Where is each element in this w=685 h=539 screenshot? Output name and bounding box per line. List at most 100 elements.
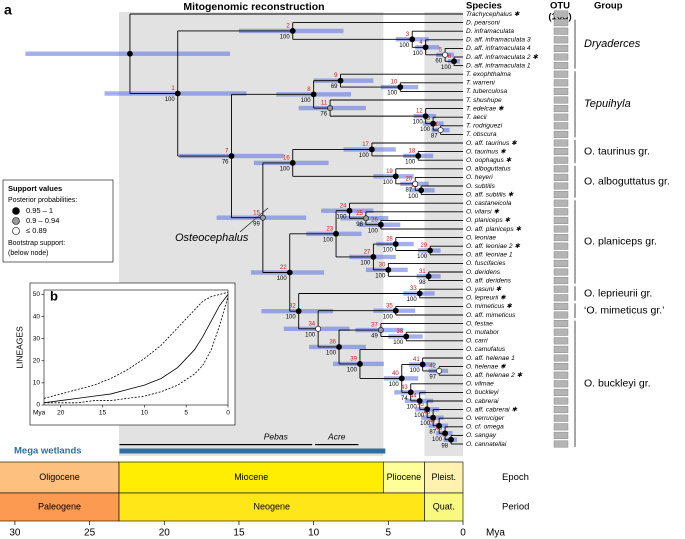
legend-subtitle: Bootstrap support: xyxy=(8,240,65,247)
node-number: 16 xyxy=(283,155,290,161)
species-name: O. deridens xyxy=(466,269,501,276)
node xyxy=(336,344,342,350)
ltt-line xyxy=(44,296,229,404)
node xyxy=(442,51,448,58)
x-tick-label: 20 xyxy=(159,528,171,539)
x-tick-label: 30 xyxy=(9,528,21,539)
node xyxy=(289,28,296,34)
bootstrap: 100 xyxy=(413,51,424,57)
node xyxy=(412,180,419,187)
wetland-bar xyxy=(315,444,359,446)
otu-box xyxy=(553,113,569,121)
otu-header: OTU xyxy=(550,1,570,12)
node xyxy=(337,77,344,84)
node xyxy=(289,159,296,166)
time-band-label: Paleogene xyxy=(38,501,81,511)
node-number: 10 xyxy=(391,80,398,86)
bootstrap: 98 xyxy=(441,443,448,449)
x-tick-label: 15 xyxy=(233,528,245,539)
otu-box xyxy=(553,380,569,388)
otu-box xyxy=(553,10,569,18)
node-number: 44 xyxy=(410,393,417,399)
node xyxy=(363,215,369,222)
legend-title: Support values xyxy=(8,184,62,193)
epoch-shade xyxy=(424,12,463,456)
otu-box xyxy=(553,320,569,328)
otu-box xyxy=(553,440,569,448)
species-name: O. buckleyi xyxy=(466,389,499,396)
species-name: O. heyeri xyxy=(466,174,493,181)
node xyxy=(407,389,414,396)
node-number: 29 xyxy=(420,243,427,249)
node xyxy=(310,91,317,98)
otu-box xyxy=(553,208,569,216)
x-tick-label: 20 xyxy=(57,410,65,417)
node-number: 45 xyxy=(417,402,424,408)
node-number: 40 xyxy=(392,371,399,377)
otu-box xyxy=(553,87,569,95)
node xyxy=(346,207,353,214)
legend-box xyxy=(2,179,114,263)
otu-box xyxy=(553,345,569,353)
legend-subtitle: Posterior probabilities: xyxy=(8,197,77,204)
x-tick-label: 0 xyxy=(460,528,466,539)
x-tick-label: 0 xyxy=(226,410,230,417)
species-name: T. aecii xyxy=(466,114,487,121)
node-number: 39 xyxy=(350,356,357,362)
time-band-label: Quat. xyxy=(433,501,455,511)
y-axis-label: LINEAGES xyxy=(14,326,24,369)
node xyxy=(419,361,426,368)
node-number: 5 xyxy=(439,47,443,53)
node-number: 18 xyxy=(409,148,416,154)
species-name: O. sangay xyxy=(466,432,497,439)
node-number: 20 xyxy=(406,176,413,182)
bootstrap: 100 xyxy=(413,120,424,126)
species-name: O. mutabor xyxy=(466,329,500,336)
otu-box xyxy=(553,294,569,302)
species-header: Species xyxy=(466,1,502,12)
bootstrap: 60 xyxy=(435,58,442,64)
bootstrap: 74 xyxy=(401,396,408,402)
node-number: 24 xyxy=(340,203,347,209)
species-name: O. fuscifacies xyxy=(466,260,506,267)
species-name: D. aff. inframaculata 1 xyxy=(466,62,531,69)
otu-box xyxy=(553,234,569,242)
node-number: 17 xyxy=(362,142,369,148)
otu-box xyxy=(553,225,569,233)
otu-box xyxy=(553,182,569,190)
bootstrap: 87 xyxy=(406,187,413,193)
node-number: 43 xyxy=(401,385,408,391)
bootstrap: 99 xyxy=(253,221,260,227)
group-label: O. leprieurii gr. xyxy=(584,287,652,299)
species-name: O. aff. cabrerai ✱ xyxy=(466,406,517,413)
otu-box xyxy=(553,251,569,259)
title: Mitogenomic reconstruction xyxy=(183,1,324,13)
node xyxy=(377,221,384,228)
tree: 6100560410031002100101009691487131001210… xyxy=(25,13,463,449)
species-name: O. alboguttatus xyxy=(466,166,511,173)
bootstrap: 100 xyxy=(441,65,452,71)
otu-box xyxy=(553,406,569,414)
group-label: Tepuihyla xyxy=(584,98,631,110)
node-number: 27 xyxy=(364,250,371,256)
inset-plot-frame xyxy=(43,289,229,406)
clade-pointer xyxy=(239,207,269,233)
node xyxy=(416,397,423,404)
bootstrap: 76 xyxy=(320,112,327,118)
otu-box xyxy=(553,79,569,87)
node-number: 4 xyxy=(419,40,423,46)
y-tick-label: 50 xyxy=(33,291,41,298)
species-name: O. aff. leoniae 2 ✱ xyxy=(466,243,520,250)
node xyxy=(424,406,431,413)
bootstrap: 100 xyxy=(277,276,288,282)
species-name: O. cabrerai xyxy=(466,398,499,405)
species-name: O. vilarsi ✱ xyxy=(466,209,499,216)
group-label: O. planiceps gr. xyxy=(584,236,657,248)
species-name: T. obscura xyxy=(466,131,497,138)
node-number: 38 xyxy=(397,329,404,335)
species-name: O. camufatus xyxy=(466,346,506,353)
node xyxy=(228,153,235,159)
ltt-line xyxy=(43,291,229,399)
otu-box xyxy=(553,27,569,35)
x-tick-label: 15 xyxy=(99,410,107,417)
